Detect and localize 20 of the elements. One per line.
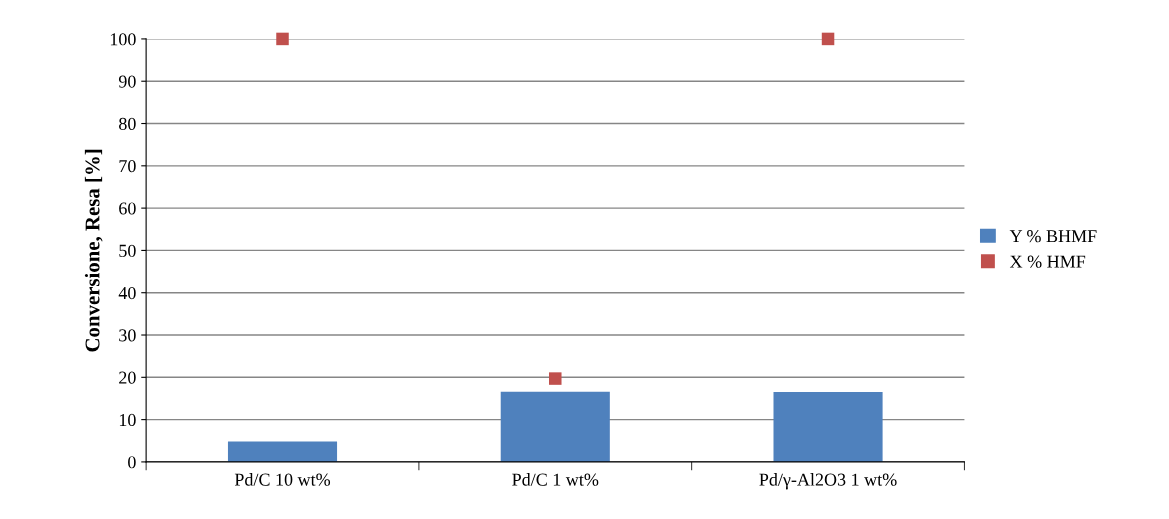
- legend-label: Y % BHMF: [1009, 230, 1097, 243]
- y-tick-label: 100: [110, 33, 136, 46]
- x-tick-label: Pd/γ-Al2O3 1 wt%: [759, 473, 897, 490]
- y-tick-label: 70: [119, 160, 136, 173]
- legend-label: X % HMF: [1009, 255, 1086, 268]
- bar: [773, 392, 883, 462]
- x-tick-label: Pd/C 10 wt%: [234, 473, 331, 486]
- y-tick-label: 20: [119, 371, 136, 384]
- bar: [227, 441, 338, 462]
- x-tick-label: Pd/C 1 wt%: [512, 473, 599, 486]
- y-tick-label: 50: [119, 244, 136, 257]
- y-axis-title: Conversione, Resa [%]: [84, 149, 103, 352]
- y-tick-label: 60: [119, 202, 136, 215]
- y-tick-label: 90: [118, 75, 136, 88]
- bar: [500, 391, 610, 462]
- y-tick-label: 40: [118, 286, 136, 300]
- y-tick-label: 10: [119, 413, 136, 427]
- y-tick-label: 0: [128, 456, 136, 469]
- y-tick-label: 80: [119, 117, 136, 130]
- y-tick-label: 30: [119, 329, 136, 342]
